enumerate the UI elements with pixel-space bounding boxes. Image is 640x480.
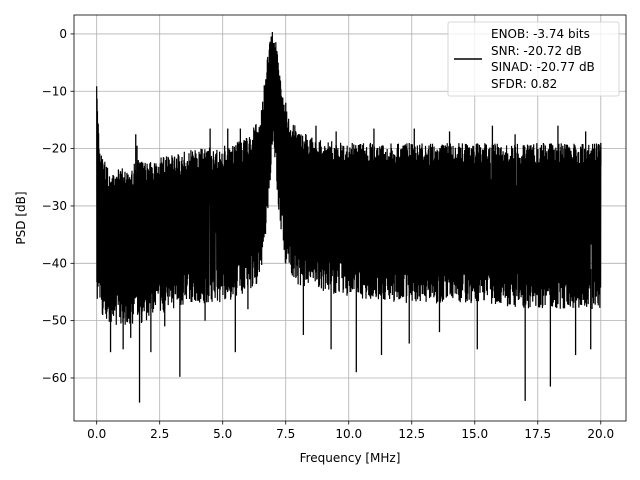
psd-trace xyxy=(96,32,602,403)
x-tick-label: 10.0 xyxy=(335,427,362,441)
x-tick-label: 5.0 xyxy=(213,427,232,441)
y-tick-label: −40 xyxy=(42,256,67,270)
x-tick-label: 12.5 xyxy=(398,427,425,441)
y-tick-label: −60 xyxy=(42,371,67,385)
x-axis-ticks: 0.0 2.5 5.0 7.5 10.0 12.5 15.0 17.5 20.0 xyxy=(87,421,614,441)
x-axis-label: Frequency [MHz] xyxy=(300,451,401,465)
y-tick-label: −20 xyxy=(42,142,67,156)
y-axis-label: PSD [dB] xyxy=(14,191,28,244)
y-axis-ticks: 0 −10 −20 −30 −40 −50 −60 xyxy=(42,27,74,385)
legend-entry-sfdr: SFDR: 0.82 xyxy=(491,77,557,91)
x-tick-label: 17.5 xyxy=(524,427,551,441)
legend-entry-snr: SNR: -20.72 dB xyxy=(491,44,582,58)
x-tick-label: 7.5 xyxy=(276,427,295,441)
psd-series-line xyxy=(96,32,602,325)
legend: ENOB: -3.74 bits SNR: -20.72 dB SINAD: -… xyxy=(447,21,620,97)
x-tick-label: 15.0 xyxy=(461,427,488,441)
plot-frame xyxy=(73,14,627,422)
x-tick-label: 2.5 xyxy=(150,427,169,441)
legend-entry-sinad: SINAD: -20.77 dB xyxy=(491,60,595,74)
y-tick-label: −50 xyxy=(42,314,67,328)
legend-entry-enob: ENOB: -3.74 bits xyxy=(491,27,590,41)
y-tick-label: 0 xyxy=(59,27,67,41)
legend-box xyxy=(447,21,620,97)
x-tick-label: 0.0 xyxy=(87,427,106,441)
y-tick-label: −10 xyxy=(42,84,67,98)
x-tick-label: 20.0 xyxy=(587,427,614,441)
y-tick-label: −30 xyxy=(42,199,67,213)
